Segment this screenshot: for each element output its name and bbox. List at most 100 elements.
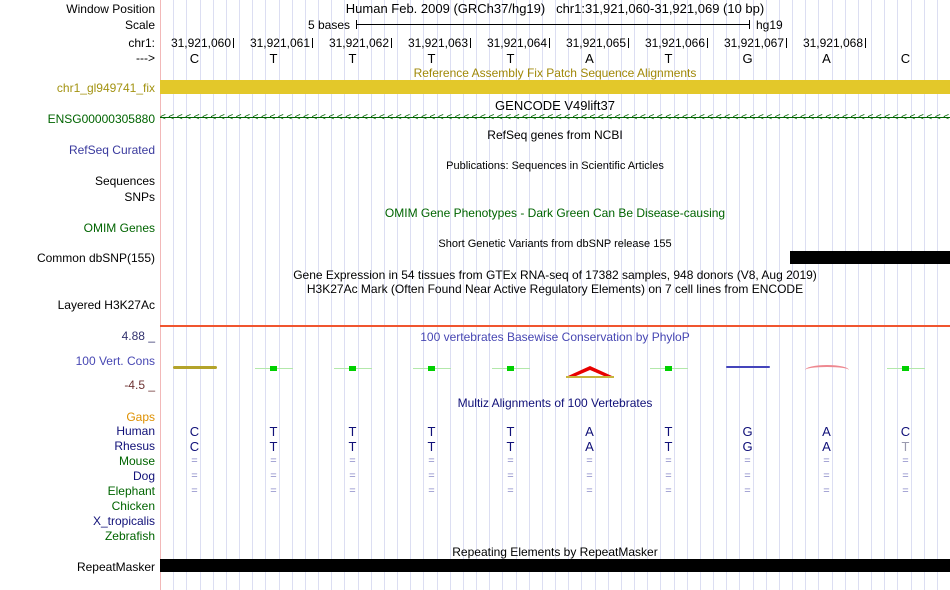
base-letter: T — [269, 51, 278, 66]
coordinate-tick — [312, 38, 313, 48]
chevron-left-icon: < — [774, 112, 781, 123]
alignment-cell: T — [348, 424, 357, 439]
base-letter: T — [664, 51, 673, 66]
coordinate-cell: 31,921,064 — [476, 36, 550, 50]
grid-line — [357, 0, 359, 590]
coordinate-tick — [786, 38, 787, 48]
base-letter: T — [427, 51, 436, 66]
gencode-gene-intron-arrows[interactable]: < < < < < < < < < < < < < < < < < < < < < < < < < < < < < < < < < < < < < < < <… — [160, 113, 950, 123]
conservation-mark — [172, 366, 217, 369]
grid-line — [225, 0, 227, 590]
dbsnp-variant-bar[interactable] — [790, 251, 950, 264]
chevron-left-icon: < — [345, 112, 352, 123]
fix-patch-track-title: Reference Assembly Fix Patch Sequence Al… — [413, 66, 697, 80]
chevron-left-icon: < — [522, 112, 528, 123]
chevron-left-icon: < — [395, 112, 402, 123]
alignment-cell: G — [742, 439, 753, 454]
position-range: chr1:31,921,060-31,921,069 (10 bp) — [556, 1, 765, 16]
species-label-chicken[interactable]: Chicken — [111, 499, 155, 513]
repeatmasker-label[interactable]: RepeatMasker — [76, 560, 155, 574]
chevron-left-icon: < — [816, 112, 823, 123]
alignment-cell: T — [664, 439, 673, 454]
conservation-label[interactable]: 100 Vert. Cons — [75, 354, 155, 368]
species-label-rhesus[interactable]: Rhesus — [114, 439, 155, 453]
chevron-left-icon: < — [244, 112, 251, 123]
chevron-left-icon: < — [850, 112, 857, 123]
layered-h3k27ac-label[interactable]: Layered H3K27Ac — [57, 298, 155, 312]
chevron-left-icon: < — [623, 112, 630, 123]
publications-sequences-label[interactable]: Sequences — [94, 174, 155, 188]
fix-patch-item-label[interactable]: chr1_gl949741_fix — [56, 81, 155, 95]
multiz-gaps-label[interactable]: Gaps — [126, 410, 155, 424]
species-label-zebrafish[interactable]: Zebrafish — [104, 529, 155, 543]
conservation-mark — [804, 365, 849, 370]
chevron-left-icon: < — [328, 112, 335, 123]
scale-ruler — [356, 20, 750, 29]
chevron-left-icon: < — [673, 112, 680, 123]
alignment-cell: = — [270, 485, 277, 497]
base-letter: A — [585, 51, 594, 66]
species-label-human[interactable]: Human — [116, 424, 155, 438]
chevron-left-icon: < — [547, 112, 554, 123]
grid-line — [739, 0, 741, 590]
chevron-left-icon: < — [404, 112, 411, 123]
conservation-top-baseline — [160, 325, 950, 327]
gencode-track-title: GENCODE V49lift37 — [495, 98, 615, 113]
chevron-left-icon: < — [934, 112, 941, 123]
species-label-elephant[interactable]: Elephant — [107, 484, 155, 498]
chevron-left-icon: < — [294, 112, 301, 123]
grid-line — [647, 0, 649, 590]
alignment-cell: T — [901, 439, 910, 454]
conservation-mark — [270, 366, 277, 371]
grid-line — [173, 0, 175, 590]
chevron-left-icon: < — [378, 112, 385, 123]
coordinate-tick — [470, 38, 471, 48]
publications-snps-label[interactable]: SNPs — [124, 190, 155, 204]
refseq-curated-label[interactable]: RefSeq Curated — [68, 143, 155, 157]
alignment-cell: = — [823, 470, 830, 482]
alignment-cell: = — [902, 455, 909, 467]
chevron-left-icon: < — [875, 112, 882, 123]
omim-genes-label[interactable]: OMIM Genes — [83, 221, 155, 235]
species-label-mouse[interactable]: Mouse — [118, 454, 155, 468]
grid-line — [239, 0, 240, 590]
strand-arrow-label[interactable]: ---> — [136, 51, 155, 65]
chevron-left-icon: < — [943, 112, 950, 123]
chevron-left-icon: < — [564, 112, 571, 123]
base-letter: A — [822, 51, 831, 66]
chevron-left-icon: < — [505, 112, 512, 123]
chevron-left-icon: < — [597, 112, 604, 123]
dbsnp-label[interactable]: Common dbSNP(155) — [36, 251, 155, 265]
chevron-left-icon: < — [892, 112, 899, 123]
chevron-left-icon: < — [749, 112, 756, 123]
alignment-cell: T — [348, 439, 357, 454]
chevron-left-icon: < — [741, 112, 747, 123]
grid-line — [871, 0, 872, 590]
chevron-left-icon: < — [901, 112, 907, 123]
repeatmasker-element-bar[interactable] — [160, 559, 950, 572]
fix-patch-bar[interactable] — [160, 80, 950, 94]
gencode-gene-label[interactable]: ENSG00000305880 — [47, 112, 155, 126]
alignment-cell: = — [428, 470, 435, 482]
conservation-mark — [575, 370, 604, 376]
conservation-mark — [349, 366, 356, 371]
species-label-x_tropicalis[interactable]: X_tropicalis — [92, 514, 155, 528]
coordinate-cell: 31,921,066 — [634, 36, 708, 50]
alignment-cell: A — [585, 439, 594, 454]
grid-line — [541, 0, 543, 590]
chevron-left-icon: < — [210, 112, 217, 123]
chevron-left-icon: < — [699, 112, 705, 123]
species-label-dog[interactable]: Dog — [132, 469, 155, 483]
alignment-cell: T — [664, 424, 673, 439]
chevron-left-icon: < — [496, 112, 503, 123]
conservation-mark — [665, 366, 672, 371]
conservation-mark — [565, 376, 614, 378]
alignment-cell: = — [823, 455, 830, 467]
grid-line — [844, 0, 846, 590]
chevron-left-icon: < — [783, 112, 790, 123]
chevron-left-icon: < — [303, 112, 310, 123]
grid-line — [344, 0, 346, 590]
grid-line — [291, 0, 293, 590]
chevron-left-icon: < — [176, 112, 183, 123]
alignment-cell: = — [507, 485, 514, 497]
